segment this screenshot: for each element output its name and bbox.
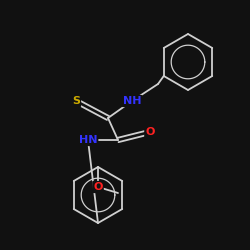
Text: S: S [72,96,80,106]
Text: O: O [145,127,155,137]
Text: NH: NH [123,96,141,106]
Text: HN: HN [79,135,97,145]
Text: O: O [93,182,103,192]
